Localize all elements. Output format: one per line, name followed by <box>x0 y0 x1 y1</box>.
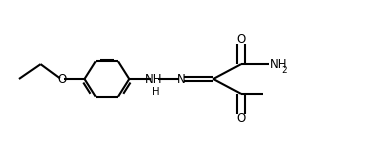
Text: O: O <box>236 33 246 46</box>
Text: NH: NH <box>270 58 288 71</box>
Text: N: N <box>177 73 186 85</box>
Text: O: O <box>236 112 246 125</box>
Text: O: O <box>58 73 67 85</box>
Text: NH: NH <box>145 73 162 86</box>
Text: H: H <box>151 87 159 97</box>
Text: 2: 2 <box>281 66 287 75</box>
